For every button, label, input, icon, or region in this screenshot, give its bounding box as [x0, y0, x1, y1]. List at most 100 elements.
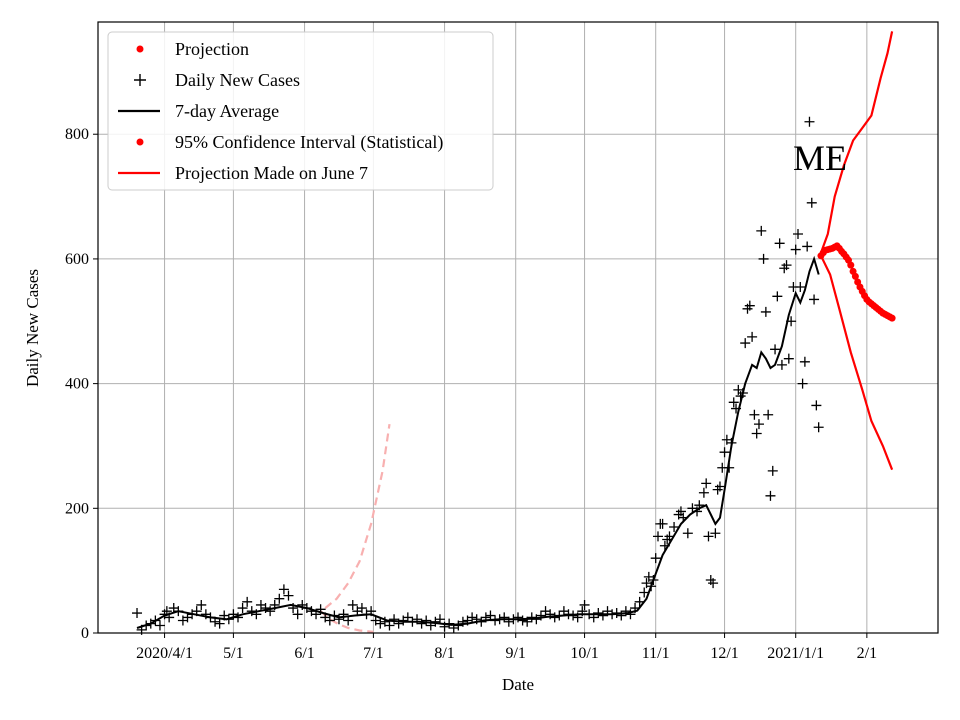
daily-case-point	[616, 610, 627, 621]
legend-marker-plus	[134, 74, 146, 86]
daily-case-point	[639, 587, 650, 598]
daily-case-point	[774, 238, 785, 249]
daily-case-point	[758, 253, 769, 264]
daily-case-point	[740, 338, 751, 349]
y-tick-label: 0	[81, 625, 89, 642]
june7-projection-lower-line	[319, 610, 374, 633]
daily-case-point	[802, 241, 813, 252]
x-tick-label: 5/1	[223, 645, 243, 662]
y-tick-label: 800	[65, 126, 89, 143]
x-axis-label: Date	[502, 675, 534, 694]
daily-case-point	[467, 612, 478, 623]
daily-case-point	[811, 400, 822, 411]
legend-box	[107, 31, 494, 191]
daily-case-point	[278, 584, 289, 595]
daily-case-point	[781, 260, 792, 271]
daily-case-point	[809, 294, 820, 305]
confidence-lower-line	[820, 255, 894, 471]
daily-case-point	[485, 610, 496, 621]
daily-case-point	[457, 616, 468, 627]
daily-case-point	[776, 359, 787, 370]
daily-case-point	[708, 578, 719, 589]
daily-case-point	[751, 428, 762, 439]
daily-case-point	[421, 615, 432, 626]
x-tick-label: 7/1	[363, 645, 383, 662]
projection-point	[888, 314, 896, 322]
daily-case-point	[772, 291, 783, 302]
x-tick-label: 10/1	[570, 645, 598, 662]
daily-case-point	[375, 618, 386, 629]
daily-case-point	[593, 608, 604, 619]
daily-case-point	[154, 620, 165, 631]
seven-day-average-line	[136, 255, 820, 629]
confidence-upper-line	[819, 31, 894, 254]
daily-case-point	[813, 422, 824, 433]
legend-label: 7-day Average	[175, 101, 279, 121]
y-tick-label: 600	[65, 251, 89, 268]
daily-case-point	[770, 344, 781, 355]
x-tick-label: 12/1	[710, 645, 738, 662]
x-tick-label: 6/1	[294, 645, 314, 662]
daily-case-point	[703, 531, 714, 542]
daily-case-point	[535, 610, 546, 621]
y-tick-label: 400	[65, 376, 89, 393]
x-tick-label: 2020/4/1	[136, 645, 193, 662]
daily-case-point	[669, 522, 680, 533]
daily-case-point	[790, 244, 801, 255]
x-tick-label: 8/1	[434, 645, 454, 662]
daily-case-point	[767, 465, 778, 476]
daily-case-point	[214, 618, 225, 629]
legend-marker-dot	[136, 138, 144, 146]
daily-case-point	[795, 281, 806, 292]
daily-case-point	[517, 615, 528, 626]
x-tick-label: 2021/1/1	[767, 645, 824, 662]
daily-case-point	[657, 518, 668, 529]
daily-case-point	[384, 620, 395, 631]
legend-label: Projection Made on June 7	[175, 163, 368, 183]
daily-case-point	[793, 228, 803, 239]
daily-case-point	[274, 593, 285, 604]
projection-point	[851, 272, 859, 280]
daily-case-point	[765, 490, 776, 501]
daily-case-point	[499, 612, 510, 623]
daily-case-point	[389, 614, 400, 625]
x-tick-label: 9/1	[505, 645, 525, 662]
daily-case-point	[799, 356, 810, 367]
daily-case-point	[744, 300, 755, 311]
state-annotation: ME	[793, 138, 847, 178]
daily-case-point	[283, 590, 294, 601]
daily-case-point	[682, 528, 693, 539]
x-tick-label: 2/1	[857, 645, 877, 662]
daily-case-point	[728, 397, 739, 408]
daily-case-point	[753, 419, 764, 430]
plot-frame	[97, 21, 939, 634]
daily-case-point	[747, 331, 758, 342]
daily-case-point	[579, 599, 590, 610]
legend-label: 95% Confidence Interval (Statistical)	[175, 132, 443, 153]
daily-case-point	[756, 225, 767, 236]
daily-case-point	[710, 528, 721, 539]
daily-case-point	[653, 531, 663, 542]
daily-case-point	[265, 606, 276, 617]
daily-case-point	[763, 409, 774, 420]
daily-case-point	[196, 599, 207, 610]
daily-case-point	[402, 612, 413, 623]
daily-case-point	[719, 447, 730, 458]
legend-label: Projection	[175, 39, 249, 59]
daily-case-point	[333, 614, 344, 625]
daily-case-point	[650, 553, 661, 564]
daily-case-point	[701, 478, 712, 489]
daily-case-point	[806, 197, 817, 208]
daily-case-point	[675, 506, 686, 517]
daily-case-point	[783, 353, 794, 364]
daily-case-point	[597, 610, 608, 621]
legend-label: Daily New Cases	[175, 70, 300, 90]
series-layer	[132, 31, 896, 635]
x-tick-label: 11/1	[642, 645, 670, 662]
projection-point	[847, 261, 855, 269]
daily-case-point	[749, 409, 760, 420]
daily-case-point	[292, 609, 303, 620]
legend-marker-dot	[136, 45, 144, 53]
daily-case-point	[760, 306, 771, 317]
